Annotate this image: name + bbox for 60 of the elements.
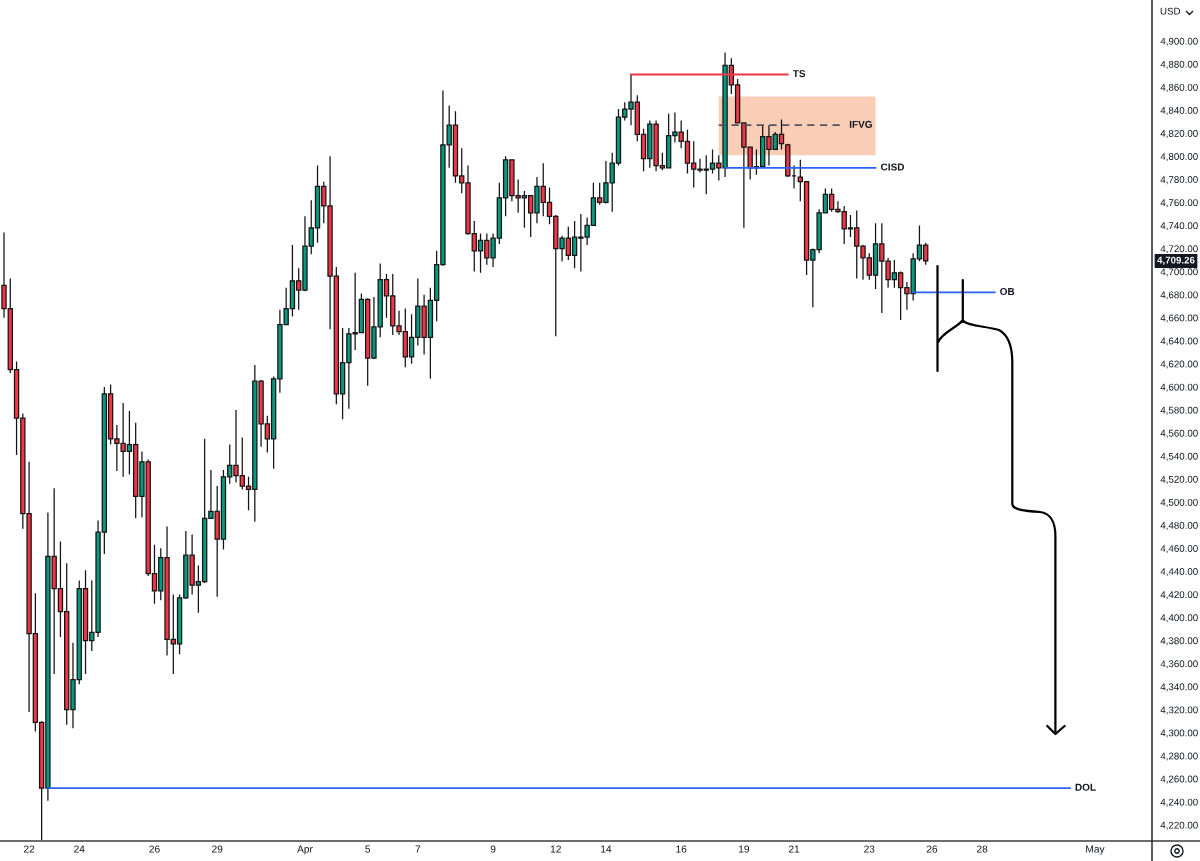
y-tick-label: 4,480.00 [1160, 521, 1198, 530]
y-tick-label: 4,560.00 [1160, 429, 1198, 438]
series-label: TS [792, 70, 806, 78]
y-tick-label: 4,400.00 [1160, 614, 1198, 623]
series-label: DOL [1075, 783, 1096, 791]
x-tick-label: 14 [601, 845, 612, 853]
x-tick-label: 9 [490, 845, 496, 853]
x-tick-label: 26 [926, 845, 938, 853]
y-axis-title: USD [1160, 7, 1181, 15]
y-tick-label: 4,700.00 [1160, 268, 1198, 277]
y-tick-label: 4,900.00 [1160, 37, 1198, 46]
y-tick-label: 4,300.00 [1160, 729, 1198, 738]
y-tick-label: 4,640.00 [1160, 337, 1198, 346]
x-tick-label: 26 [149, 845, 160, 853]
series-label: CISD [880, 163, 905, 171]
y-tick-label: 4,540.00 [1160, 452, 1198, 461]
x-tick-label: 21 [788, 845, 800, 853]
x-tick-label: Apr [297, 845, 313, 855]
x-tick-label: 5 [365, 845, 371, 853]
text: 4,709.26 [1157, 256, 1195, 265]
y-tick-label: 4,840.00 [1160, 106, 1198, 115]
y-tick-label: 4,680.00 [1160, 291, 1198, 300]
y-tick-label: 4,360.00 [1160, 660, 1198, 669]
y-tick-label: 4,600.00 [1160, 383, 1198, 392]
x-tick-label: 29 [212, 845, 223, 853]
y-tick-label: 4,780.00 [1160, 176, 1198, 185]
y-tick-label: 4,820.00 [1160, 130, 1198, 139]
y-tick-label: 4,220.00 [1160, 821, 1198, 830]
x-tick-label: 16 [676, 845, 687, 853]
x-tick-label: 28 [977, 845, 988, 853]
y-tick-label: 4,860.00 [1160, 83, 1198, 92]
y-tick-label: 4,720.00 [1160, 245, 1198, 254]
x-tick-label: 24 [74, 845, 85, 853]
y-tick-label: 4,760.00 [1160, 199, 1198, 208]
y-tick-label: 4,460.00 [1160, 545, 1198, 554]
x-tick-label: 12 [550, 845, 561, 853]
y-tick-label: 4,620.00 [1160, 360, 1198, 369]
y-tick-label: 4,580.00 [1160, 406, 1198, 415]
y-tick-label: 4,500.00 [1160, 498, 1198, 507]
x-tick-label: 19 [739, 845, 750, 853]
y-tick-label: 4,260.00 [1160, 775, 1198, 784]
y-tick-label: 4,440.00 [1160, 568, 1198, 577]
y-tick-label: 4,280.00 [1160, 752, 1198, 761]
series-label: IFVG [849, 120, 872, 128]
x-tick-label: 7 [415, 845, 421, 853]
x-tick-label: 23 [864, 845, 875, 853]
y-tick-label: 4,740.00 [1160, 222, 1198, 231]
y-tick-label: 4,520.00 [1160, 475, 1198, 484]
y-tick-label: 4,380.00 [1160, 637, 1198, 646]
y-tick-label: 4,240.00 [1160, 798, 1198, 807]
x-tick-label: 22 [23, 845, 35, 853]
series-label: OB [1000, 287, 1015, 296]
y-tick-label: 4,660.00 [1160, 314, 1198, 323]
y-tick-label: 4,420.00 [1160, 591, 1198, 600]
y-tick-label: 4,320.00 [1160, 706, 1198, 715]
candlestick [791, 164, 797, 190]
y-tick-label: 4,800.00 [1160, 153, 1198, 162]
y-tick-label: 4,880.00 [1160, 60, 1198, 69]
y-tick-label: 4,340.00 [1160, 683, 1198, 692]
x-tick-label: May [1086, 845, 1105, 855]
